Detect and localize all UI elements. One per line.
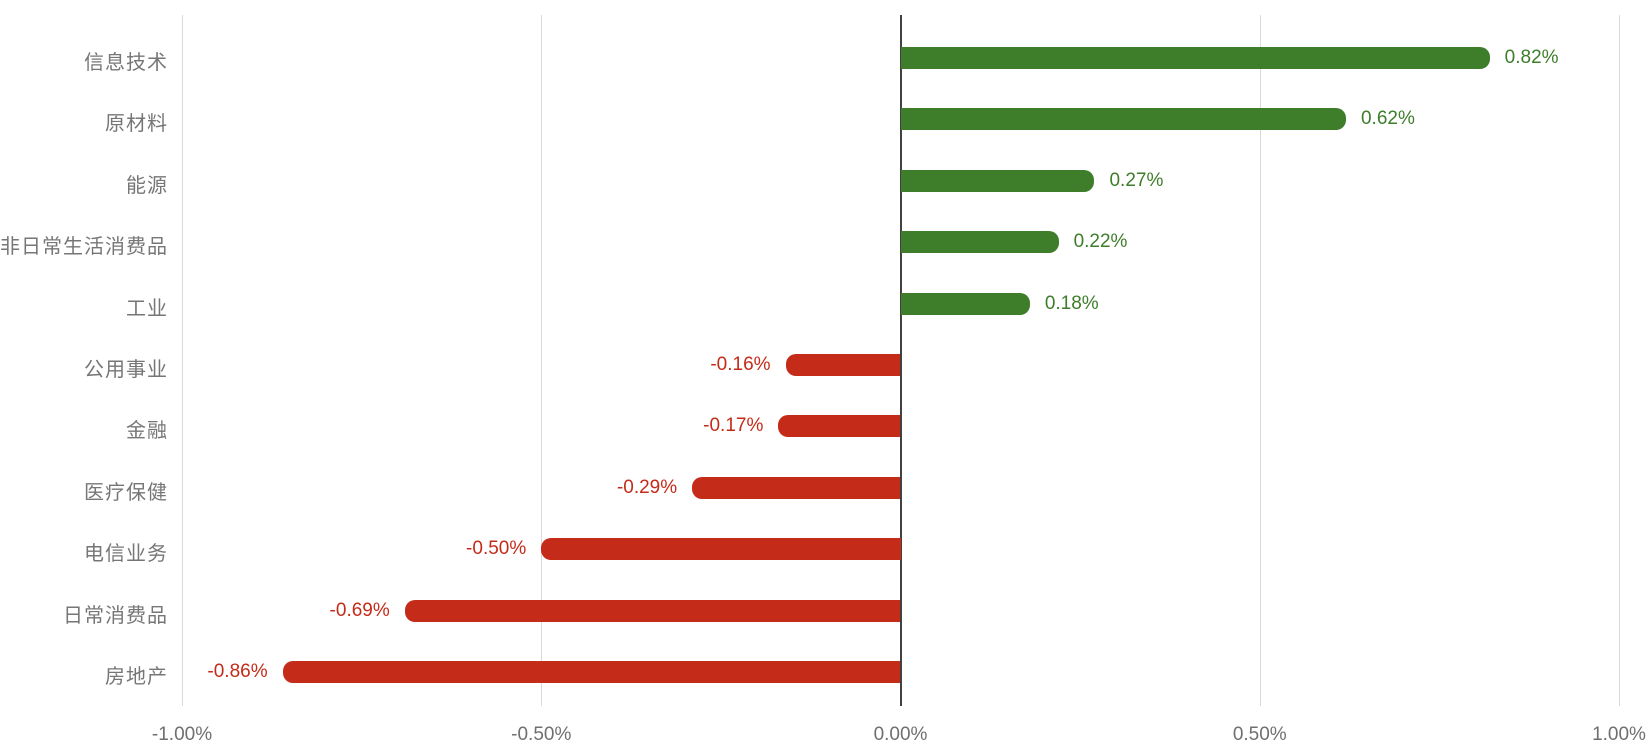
bar-positive [900,169,1095,192]
category-label: 公用事业 [84,359,168,381]
bar-positive [900,231,1059,254]
bar-value-label: -0.29% [616,476,678,498]
bar-positive [900,47,1490,69]
gridline [182,15,183,706]
category-label: 日常消费品 [63,604,168,627]
category-label: 电信业务 [84,543,168,566]
bar-value-label: -0.16% [710,354,771,375]
bar-value-label: 0.18% [1044,292,1099,314]
gridline [1619,15,1620,706]
bar-positive [900,292,1030,315]
zero-axis-line [899,15,902,706]
bar-value-label: -0.86% [207,661,268,682]
bar-positive [900,108,1346,131]
bar-value-label: -0.17% [703,415,764,437]
bar-negative [282,661,901,683]
bar-value-label: -0.50% [466,538,527,560]
x-axis-tick-label: -0.50% [511,724,572,745]
category-label: 房地产 [105,666,168,688]
bar-value-label: 0.62% [1360,108,1415,130]
category-label: 原材料 [105,113,168,136]
x-axis-tick-label: 0.00% [873,724,928,745]
category-label: 工业 [126,297,168,320]
bar-negative [692,476,901,499]
category-label: 非日常生活消费品 [0,236,168,259]
bar-negative [404,599,901,622]
x-axis-tick-label: 1.00% [1592,724,1646,745]
bar-value-label: -0.69% [329,599,390,621]
bar-negative [541,538,901,561]
category-label: 能源 [126,174,168,197]
bar-value-label: 0.22% [1073,231,1128,253]
gridline [1259,15,1261,706]
x-axis-tick-label: -1.00% [151,724,213,745]
category-label: 医疗保健 [84,481,168,504]
bar-negative [778,415,901,438]
x-axis-tick-label: 0.50% [1232,724,1287,745]
bar-value-label: 0.27% [1109,169,1164,191]
gridline [541,15,543,706]
bar-value-label: 0.82% [1504,47,1559,68]
bar-negative [785,354,901,376]
category-label: 信息技术 [84,52,168,74]
category-label: 金融 [126,420,168,443]
